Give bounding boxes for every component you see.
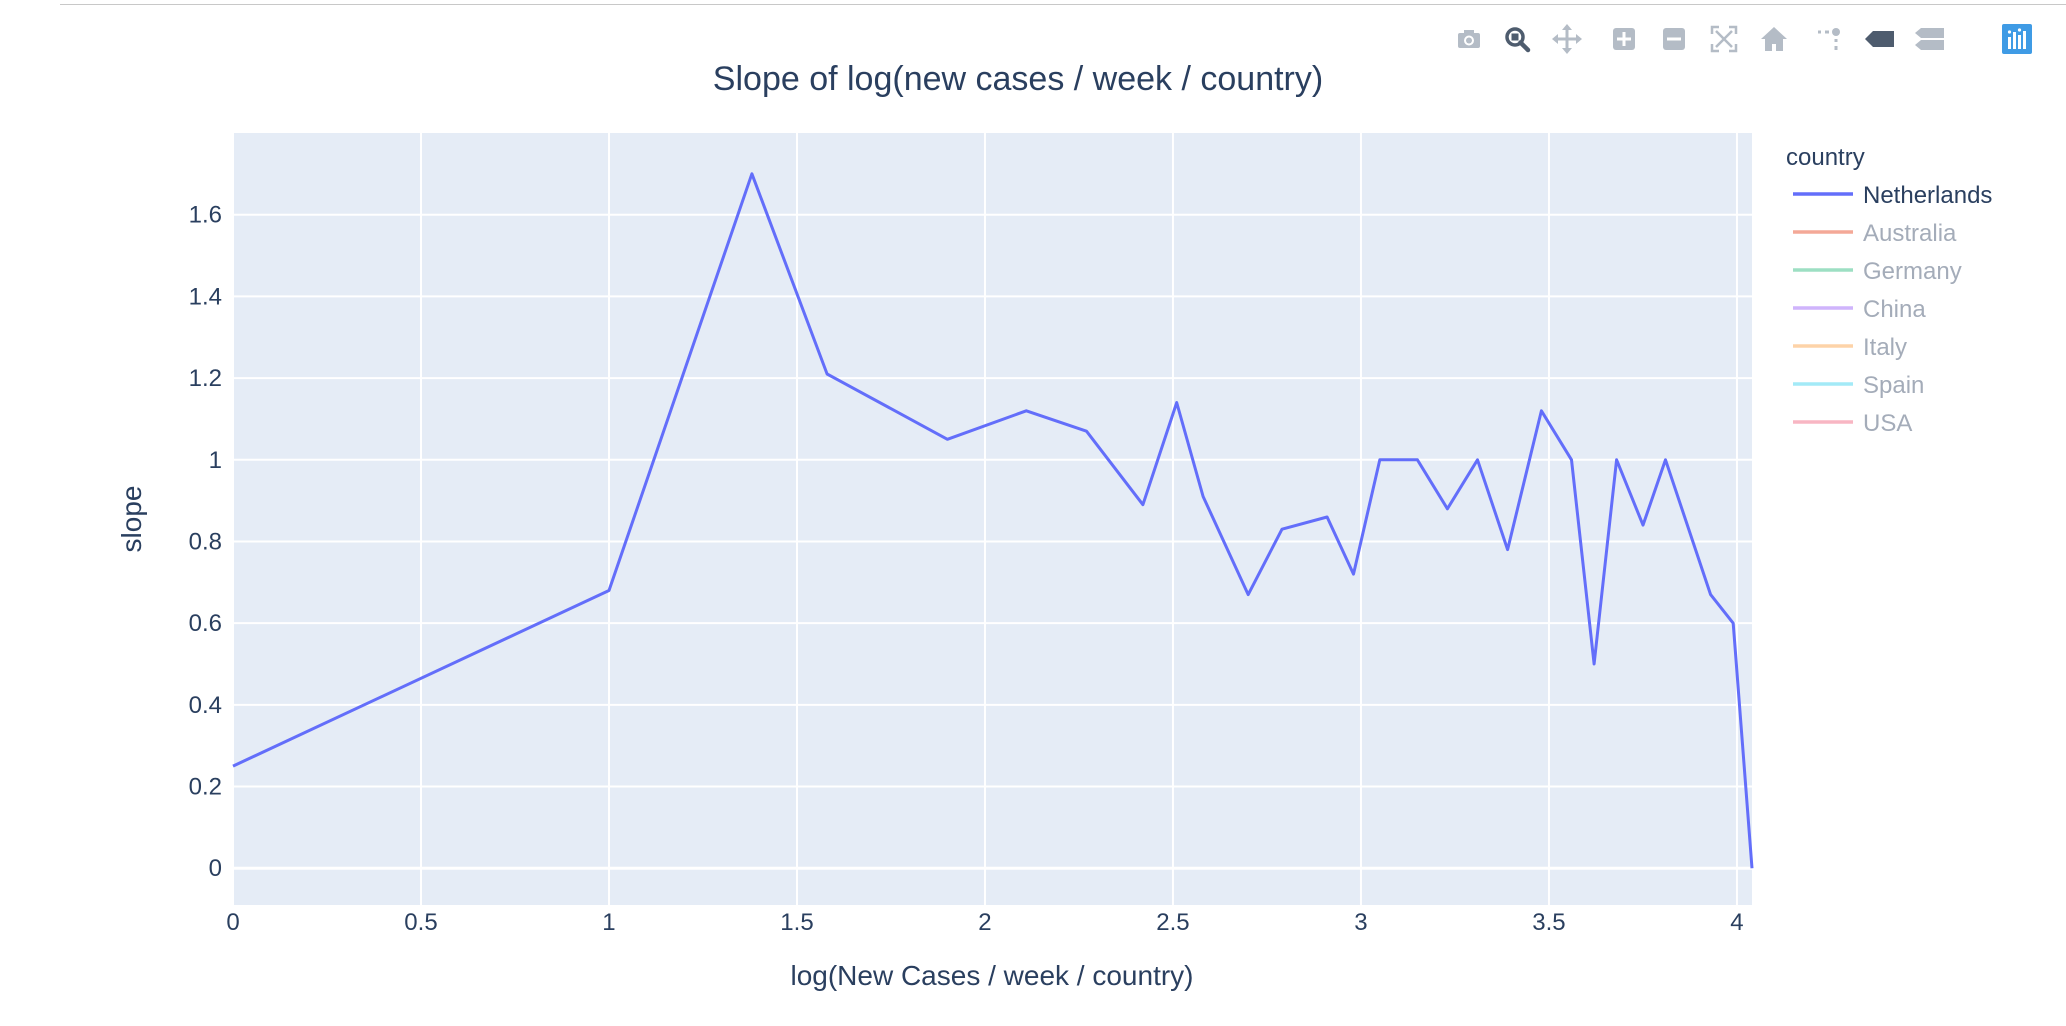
legend-label: Germany [1863,258,1962,285]
x-tick-label: 2 [978,909,991,936]
zoom-out-icon[interactable] [1655,20,1693,58]
pan-icon[interactable] [1548,20,1586,58]
zoom-icon[interactable] [1498,20,1536,58]
y-gridlines [233,213,1752,870]
x-tick-label: 0 [226,909,239,936]
legend-label: USA [1863,410,1912,437]
legend-label: Netherlands [1863,182,1992,209]
plot-area[interactable] [233,133,1752,905]
legend-item-australia[interactable]: Australia [1793,220,1957,247]
legend-title: country [1786,144,1865,171]
legend-item-italy[interactable]: Italy [1793,334,1907,361]
x-tick-label: 1.5 [780,909,813,936]
y-tick-label: 0 [209,855,222,882]
y-tick-label: 1 [209,447,222,474]
x-tick-label: 3 [1354,909,1367,936]
series-line-netherlands[interactable] [232,172,1754,869]
y-tick-label: 0.2 [189,774,222,801]
camera-icon[interactable] [1450,20,1488,58]
x-tick-labels: 0 0.5 1 1.5 2 2.5 3 3.5 4 [226,909,1743,936]
series-layer [232,172,1754,869]
legend-label: China [1863,296,1926,323]
hover-compare-icon[interactable] [1910,20,1948,58]
spike-lines-icon[interactable] [1810,20,1848,58]
y-tick-label: 1.6 [189,202,222,229]
legend-item-china[interactable]: China [1793,296,1926,323]
y-tick-label: 0.6 [189,610,222,637]
y-axis-label: slope [116,486,147,553]
y-tick-label: 0.4 [189,692,222,719]
legend-item-germany[interactable]: Germany [1793,258,1962,285]
zoom-in-icon[interactable] [1605,20,1643,58]
x-tick-label: 1 [602,909,615,936]
autoscale-icon[interactable] [1705,20,1743,58]
legend-label: Australia [1863,220,1957,247]
hover-closest-icon[interactable] [1860,20,1898,58]
legend-item-netherlands[interactable]: Netherlands [1793,182,1992,209]
y-tick-labels: 0 0.2 0.4 0.6 0.8 1 1.2 1.4 1.6 [189,202,222,883]
legend-item-usa[interactable]: USA [1793,410,1912,437]
x-tick-label: 0.5 [404,909,437,936]
plotly-logo-icon[interactable] [1998,20,2036,58]
x-gridlines [232,133,1738,905]
reset-axes-icon[interactable] [1755,20,1793,58]
y-tick-label: 0.8 [189,528,222,555]
chart-title: Slope of log(new cases / week / country) [713,60,1323,98]
legend: country Netherlands Australia Germany China… [1786,144,1992,437]
y-tick-label: 1.2 [189,365,222,392]
y-tick-label: 1.4 [189,283,222,310]
window-top-border [60,0,2066,5]
x-tick-label: 3.5 [1532,909,1565,936]
x-tick-label: 2.5 [1156,909,1189,936]
legend-item-spain[interactable]: Spain [1793,372,1924,399]
x-axis-label: log(New Cases / week / country) [790,960,1193,991]
legend-label: Spain [1863,372,1924,399]
x-tick-label: 4 [1730,909,1743,936]
legend-label: Italy [1863,334,1907,361]
